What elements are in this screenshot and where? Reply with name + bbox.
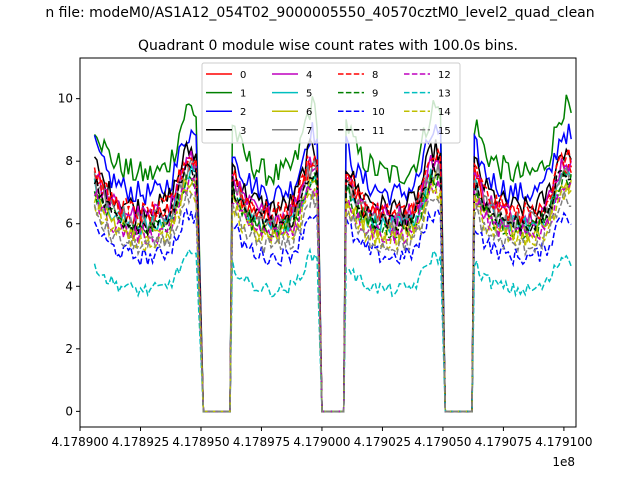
x-tick-label: 4.179075 bbox=[475, 435, 532, 449]
y-axis: 0 2 4 6 8 10 bbox=[58, 92, 80, 418]
legend-label-12: 12 bbox=[438, 70, 451, 81]
x-tick-label: 4.178900 bbox=[51, 435, 108, 449]
legend-label-13: 13 bbox=[438, 89, 451, 100]
legend-label-7: 7 bbox=[306, 126, 312, 137]
legend-label-4: 4 bbox=[306, 70, 312, 81]
legend-label-3: 3 bbox=[240, 126, 246, 137]
y-tick-label: 10 bbox=[58, 92, 73, 106]
x-tick-label: 4.178925 bbox=[112, 435, 169, 449]
legend-label-8: 8 bbox=[372, 70, 378, 81]
legend-label-15: 15 bbox=[438, 126, 451, 137]
chart-title: Quadrant 0 module wise count rates with … bbox=[138, 38, 518, 54]
y-tick-label: 6 bbox=[65, 217, 73, 231]
x-tick-label: 4.179050 bbox=[414, 435, 471, 449]
x-tick-label: 4.179100 bbox=[535, 435, 592, 449]
x-tick-label: 4.178950 bbox=[172, 435, 229, 449]
figure-suptitle: n file: modeM0/AS1A12_054T02_9000005550_… bbox=[45, 5, 594, 21]
x-axis-offset-label: 1e8 bbox=[552, 455, 575, 469]
series-lines bbox=[93, 94, 572, 413]
legend-frame bbox=[201, 62, 461, 144]
x-tick-label: 4.178975 bbox=[233, 435, 290, 449]
legend-label-0: 0 bbox=[240, 70, 246, 81]
y-tick-label: 0 bbox=[65, 404, 73, 418]
legend-label-14: 14 bbox=[438, 107, 451, 118]
legend-label-6: 6 bbox=[306, 107, 312, 118]
legend-label-5: 5 bbox=[306, 89, 312, 100]
x-tick-label: 4.179025 bbox=[354, 435, 411, 449]
legend-label-2: 2 bbox=[240, 107, 246, 118]
y-tick-label: 8 bbox=[65, 154, 73, 168]
x-axis: 4.178900 4.178925 4.178950 4.178975 4.179000… bbox=[51, 427, 593, 449]
y-tick-label: 2 bbox=[65, 342, 73, 356]
legend-label-1: 1 bbox=[240, 89, 246, 100]
y-tick-label: 4 bbox=[65, 279, 73, 293]
axes-frame bbox=[79, 57, 577, 428]
x-tick-label: 4.179000 bbox=[293, 435, 350, 449]
legend-label-9: 9 bbox=[372, 89, 378, 100]
series-line-15 bbox=[93, 190, 572, 413]
legend-label-11: 11 bbox=[372, 126, 385, 137]
legend-label-10: 10 bbox=[372, 107, 385, 118]
series-line-11 bbox=[93, 161, 572, 413]
